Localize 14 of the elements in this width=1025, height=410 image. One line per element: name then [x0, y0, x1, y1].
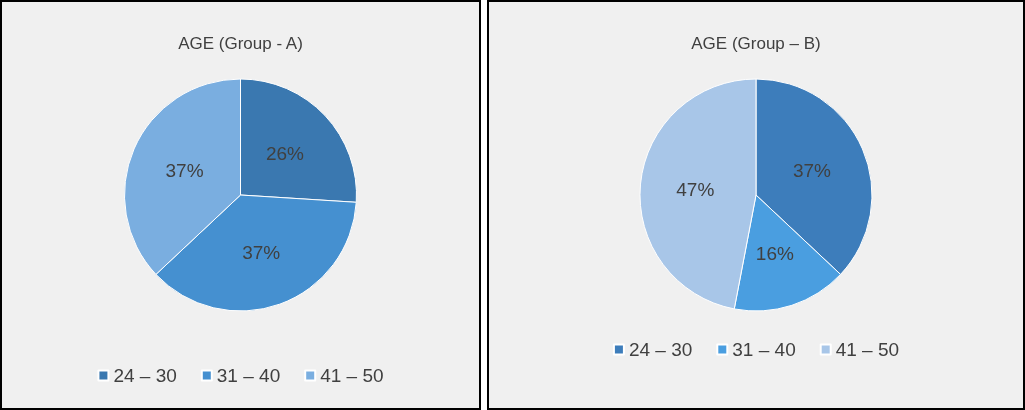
legend-label: 31 – 40 [732, 339, 796, 360]
legend-label: 24 – 30 [113, 365, 177, 386]
chart-title: AGE (Group - A) [178, 34, 303, 53]
data-label: 37% [242, 241, 281, 263]
data-label: 37% [165, 160, 204, 182]
legend-label: 41 – 50 [835, 339, 900, 360]
legend-label: 31 – 40 [216, 365, 281, 386]
data-label: 16% [755, 242, 794, 264]
data-label: 26% [265, 142, 305, 164]
legend-label: 41 – 50 [320, 365, 384, 386]
data-label: 37% [792, 160, 832, 182]
data-label: 47% [676, 178, 715, 200]
legend-label: 24 – 30 [628, 339, 693, 360]
chart-title: AGE (Group – B) [691, 34, 821, 53]
